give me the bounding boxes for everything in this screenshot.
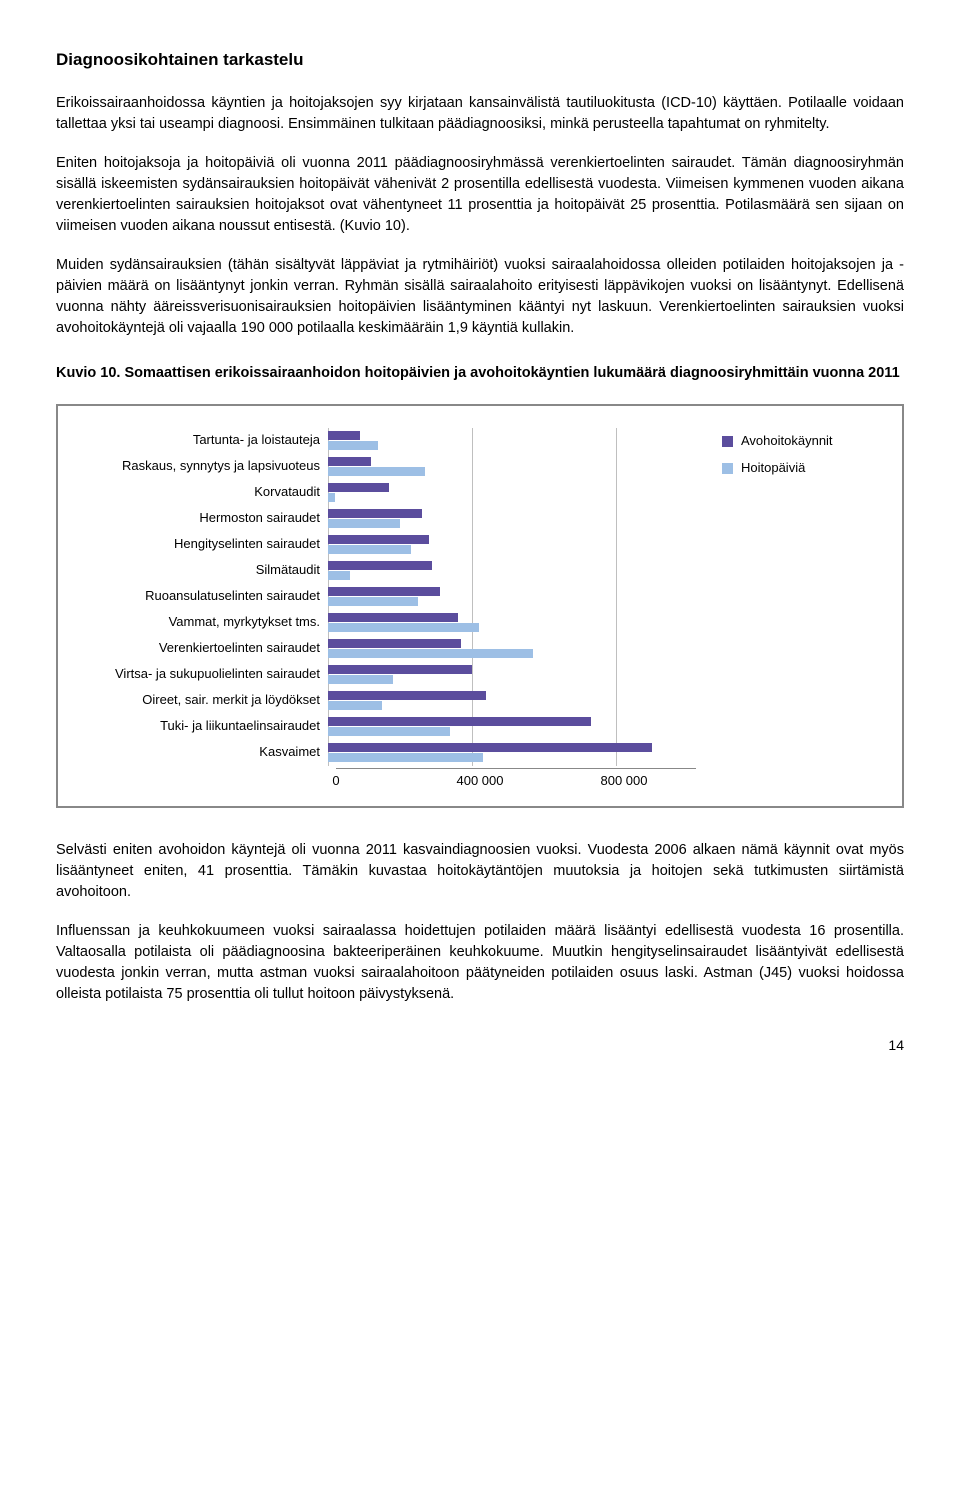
legend-swatch bbox=[722, 463, 733, 474]
chart-x-tick-label: 800 000 bbox=[601, 772, 648, 791]
page-number: 14 bbox=[56, 1035, 904, 1055]
chart-bar bbox=[328, 727, 450, 736]
chart-bar bbox=[328, 587, 440, 596]
chart-bar bbox=[328, 665, 472, 674]
chart-y-labels: Tartunta- ja loistautejaRaskaus, synnyty… bbox=[78, 428, 328, 766]
chart-bar bbox=[328, 571, 350, 580]
chart-bar bbox=[328, 743, 652, 752]
bar-chart: Tartunta- ja loistautejaRaskaus, synnyty… bbox=[56, 404, 904, 808]
chart-x-tick-label: 400 000 bbox=[457, 772, 504, 791]
chart-category-label: Vammat, myrkytykset tms. bbox=[78, 610, 328, 636]
paragraph: Influenssan ja keuhkokuumeen vuoksi sair… bbox=[56, 921, 904, 1005]
chart-bar bbox=[328, 519, 400, 528]
paragraph: Selvästi eniten avohoidon käyntejä oli v… bbox=[56, 840, 904, 903]
chart-category-label: Hermoston sairaudet bbox=[78, 506, 328, 532]
chart-category-label: Hengityselinten sairaudet bbox=[78, 532, 328, 558]
chart-category-label: Silmätaudit bbox=[78, 558, 328, 584]
chart-bar bbox=[328, 675, 393, 684]
chart-category-label: Korvataudit bbox=[78, 480, 328, 506]
chart-category-label: Tartunta- ja loistauteja bbox=[78, 428, 328, 454]
chart-plot-area bbox=[328, 428, 702, 766]
chart-bar bbox=[328, 483, 389, 492]
chart-category-label: Verenkiertoelinten sairaudet bbox=[78, 636, 328, 662]
chart-x-axis: 0400 000800 000 bbox=[336, 768, 696, 792]
legend-item: Hoitopäiviä bbox=[722, 459, 882, 478]
chart-bar bbox=[328, 457, 371, 466]
chart-bar bbox=[328, 597, 418, 606]
paragraph: Eniten hoitojaksoja ja hoitopäiviä oli v… bbox=[56, 153, 904, 237]
chart-bar bbox=[328, 639, 461, 648]
chart-legend: Avohoitokäynnit Hoitopäiviä bbox=[702, 428, 882, 482]
chart-bar bbox=[328, 493, 335, 502]
chart-bar bbox=[328, 467, 425, 476]
chart-category-label: Virtsa- ja sukupuolielinten sairaudet bbox=[78, 662, 328, 688]
legend-swatch bbox=[722, 436, 733, 447]
chart-bar bbox=[328, 691, 486, 700]
legend-label: Avohoitokäynnit bbox=[741, 432, 833, 451]
chart-category-label: Oireet, sair. merkit ja löydökset bbox=[78, 688, 328, 714]
section-heading: Diagnoosikohtainen tarkastelu bbox=[56, 48, 904, 73]
chart-bar bbox=[328, 613, 458, 622]
chart-bar bbox=[328, 649, 533, 658]
chart-bar bbox=[328, 535, 429, 544]
chart-category-label: Kasvaimet bbox=[78, 740, 328, 766]
chart-bar bbox=[328, 509, 422, 518]
chart-bar bbox=[328, 545, 411, 554]
chart-bar bbox=[328, 717, 591, 726]
paragraph: Erikoissairaanhoidossa käyntien ja hoito… bbox=[56, 93, 904, 135]
chart-category-label: Tuki- ja liikuntaelinsairaudet bbox=[78, 714, 328, 740]
chart-bar bbox=[328, 561, 432, 570]
chart-x-tick-label: 0 bbox=[332, 772, 339, 791]
chart-bar bbox=[328, 431, 360, 440]
chart-category-label: Ruoansulatuselinten sairaudet bbox=[78, 584, 328, 610]
chart-category-label: Raskaus, synnytys ja lapsivuoteus bbox=[78, 454, 328, 480]
paragraph: Muiden sydänsairauksien (tähän sisältyvä… bbox=[56, 255, 904, 339]
chart-bar bbox=[328, 701, 382, 710]
chart-bar bbox=[328, 623, 479, 632]
figure-caption: Kuvio 10. Somaattisen erikoissairaanhoid… bbox=[56, 363, 904, 384]
legend-label: Hoitopäiviä bbox=[741, 459, 805, 478]
chart-bar bbox=[328, 753, 483, 762]
legend-item: Avohoitokäynnit bbox=[722, 432, 882, 451]
chart-bar bbox=[328, 441, 378, 450]
